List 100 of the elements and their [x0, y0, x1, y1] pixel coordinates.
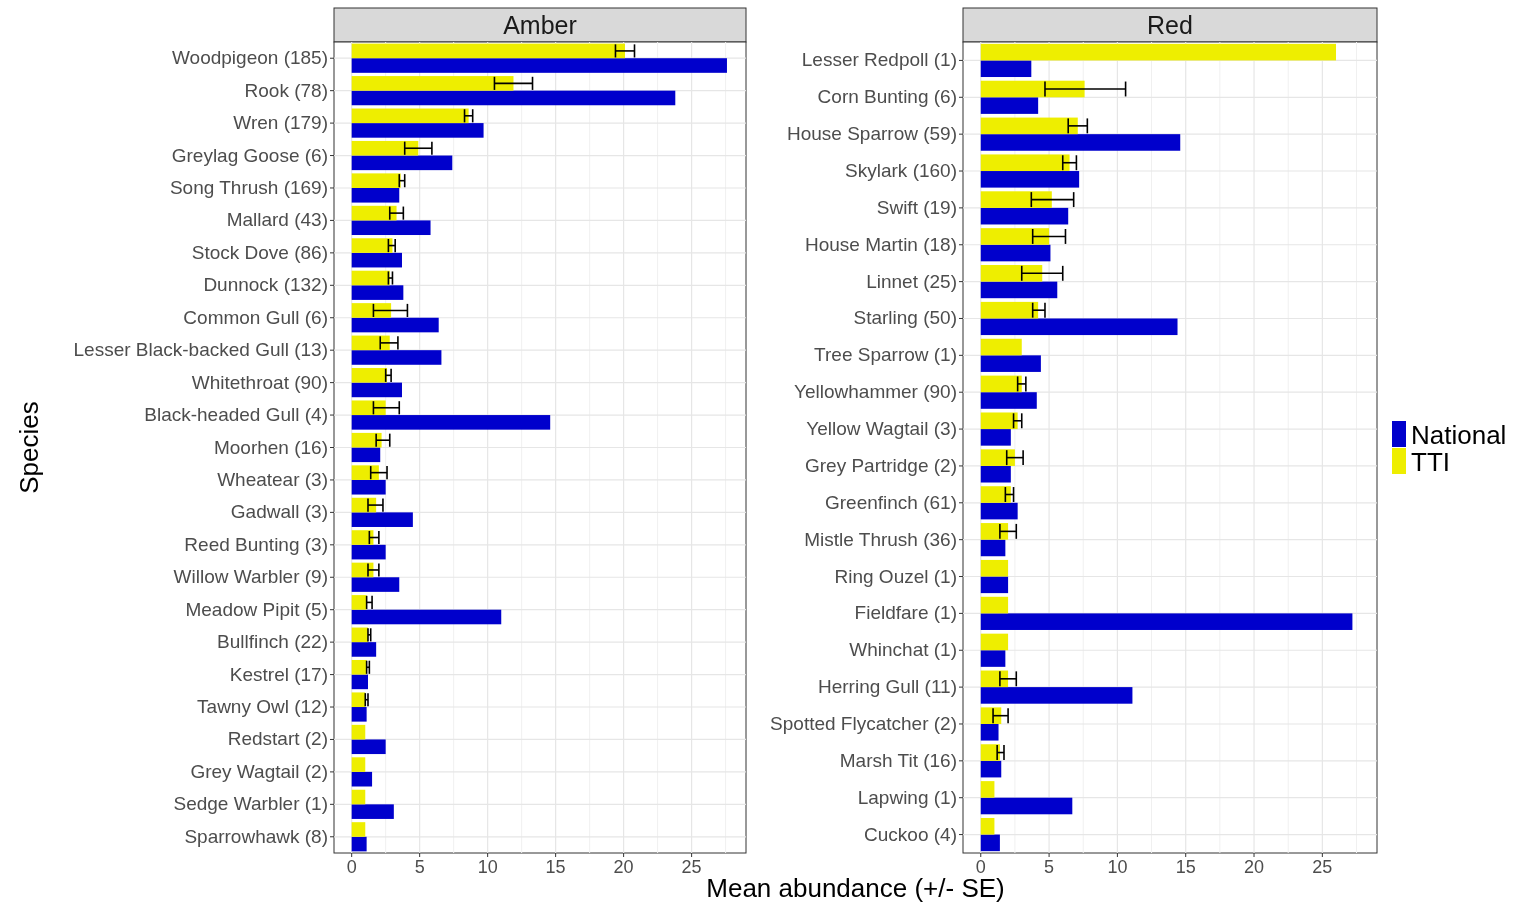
bar: [351, 789, 366, 805]
bar: [980, 301, 1039, 319]
y-tick-label: Grey Wagtail (2): [190, 760, 328, 782]
y-tick-label: Mallard (43): [226, 209, 328, 231]
bar: [980, 171, 1080, 188]
bar: [351, 739, 386, 755]
bar: [351, 173, 401, 188]
y-tick-label: Tawny Owl (12): [197, 696, 328, 718]
bar: [980, 523, 1009, 540]
bar: [351, 465, 379, 480]
bar: [351, 187, 400, 203]
y-tick-label: Yellowhammer (90): [794, 381, 957, 403]
y-tick-label: Kestrel (17): [229, 663, 328, 685]
y-tick-label: Rook (78): [244, 79, 328, 101]
bar: [351, 400, 386, 416]
x-tick-label: 15: [545, 857, 566, 877]
legend-label: TTI: [1411, 447, 1450, 477]
y-tick-label: Dunnock (132): [203, 274, 328, 296]
y-tick-label: Spotted Flycatcher (2): [770, 712, 957, 734]
y-tick-label: Grey Partridge (2): [804, 454, 957, 476]
bar: [351, 771, 373, 787]
bar: [980, 265, 1043, 282]
x-tick-label: 20: [1244, 857, 1265, 877]
bar: [980, 744, 1000, 761]
bar: [351, 432, 382, 448]
bar: [351, 415, 551, 430]
y-tick-label: Herring Gull (11): [817, 676, 957, 698]
y-tick-label: Marsh Tit (16): [839, 749, 957, 771]
bar: [980, 412, 1018, 430]
x-tick-label: 0: [346, 857, 357, 877]
bar: [980, 576, 1009, 594]
bar: [351, 577, 400, 592]
y-tick-label: Greylag Goose (6): [171, 144, 328, 166]
x-tick-label: 20: [613, 857, 634, 877]
y-tick-label: Fieldfare (1): [854, 602, 957, 624]
x-tick-label: 10: [477, 857, 498, 877]
bar: [980, 318, 1178, 336]
y-tick-label: Black-headed Gull (4): [144, 404, 328, 426]
y-tick-label: Cuckoo (4): [864, 823, 957, 845]
bar: [351, 317, 439, 333]
bar: [351, 205, 397, 221]
y-tick-label: Swift (19): [876, 196, 957, 218]
bar: [351, 270, 390, 286]
bar: [351, 335, 390, 351]
y-tick-label: Ring Ouzel (1): [834, 565, 957, 587]
x-tick-label: 25: [1312, 857, 1333, 877]
bar: [351, 804, 394, 819]
x-tick-label: 5: [1044, 857, 1055, 877]
y-tick-label: Whinchat (1): [849, 639, 957, 661]
y-tick-label: Gadwall (3): [230, 501, 328, 523]
bar: [980, 228, 1050, 245]
bar: [351, 447, 381, 463]
bar: [351, 90, 676, 106]
bar: [351, 674, 368, 690]
chart-title: Red: [1147, 11, 1193, 39]
y-tick-label: Corn Bunting (6): [817, 86, 957, 108]
bar: [351, 368, 388, 383]
bar: [980, 502, 1018, 520]
bar: [351, 692, 366, 708]
y-tick-label: Reed Bunting (3): [184, 533, 328, 555]
bar: [980, 670, 1009, 688]
bar: [980, 244, 1051, 262]
bar: [980, 60, 1032, 78]
y-tick-label: Linnet (25): [866, 270, 957, 292]
bar: [980, 559, 1009, 577]
bar: [980, 760, 1002, 778]
x-tick-label: 5: [414, 857, 425, 877]
bar: [980, 392, 1037, 409]
bar: [980, 596, 1009, 614]
y-tick-label: Moorhen (16): [213, 436, 328, 458]
bar: [980, 613, 1353, 630]
bar: [351, 836, 367, 852]
y-tick-label: Greenfinch (61): [824, 491, 957, 513]
bar: [351, 822, 366, 837]
bar: [351, 609, 502, 625]
chart-title: Amber: [503, 11, 577, 39]
bar: [351, 479, 386, 495]
bar: [980, 429, 1011, 446]
y-tick-label: Lapwing (1): [857, 786, 957, 808]
y-tick-label: Tree Sparrow (1): [814, 344, 957, 366]
bar: [351, 724, 366, 740]
bar: [980, 486, 1011, 503]
bar: [980, 723, 999, 741]
bar: [980, 154, 1070, 172]
y-axis-title: Species: [14, 401, 44, 494]
y-tick-label: Meadow Pipit (5): [185, 598, 328, 620]
bar: [351, 350, 442, 365]
bar: [351, 123, 484, 138]
bar: [980, 633, 1009, 651]
bar: [980, 539, 1006, 557]
bar: [980, 817, 995, 835]
y-tick-label: Starling (50): [853, 307, 957, 329]
bar: [351, 303, 392, 318]
x-tick-label: 10: [1107, 857, 1128, 877]
bar: [980, 687, 1133, 704]
legend-label: National: [1411, 420, 1507, 450]
x-tick-label: 15: [1175, 857, 1196, 877]
bar: [351, 544, 386, 560]
bar: [351, 43, 625, 59]
bar: [980, 449, 1015, 466]
